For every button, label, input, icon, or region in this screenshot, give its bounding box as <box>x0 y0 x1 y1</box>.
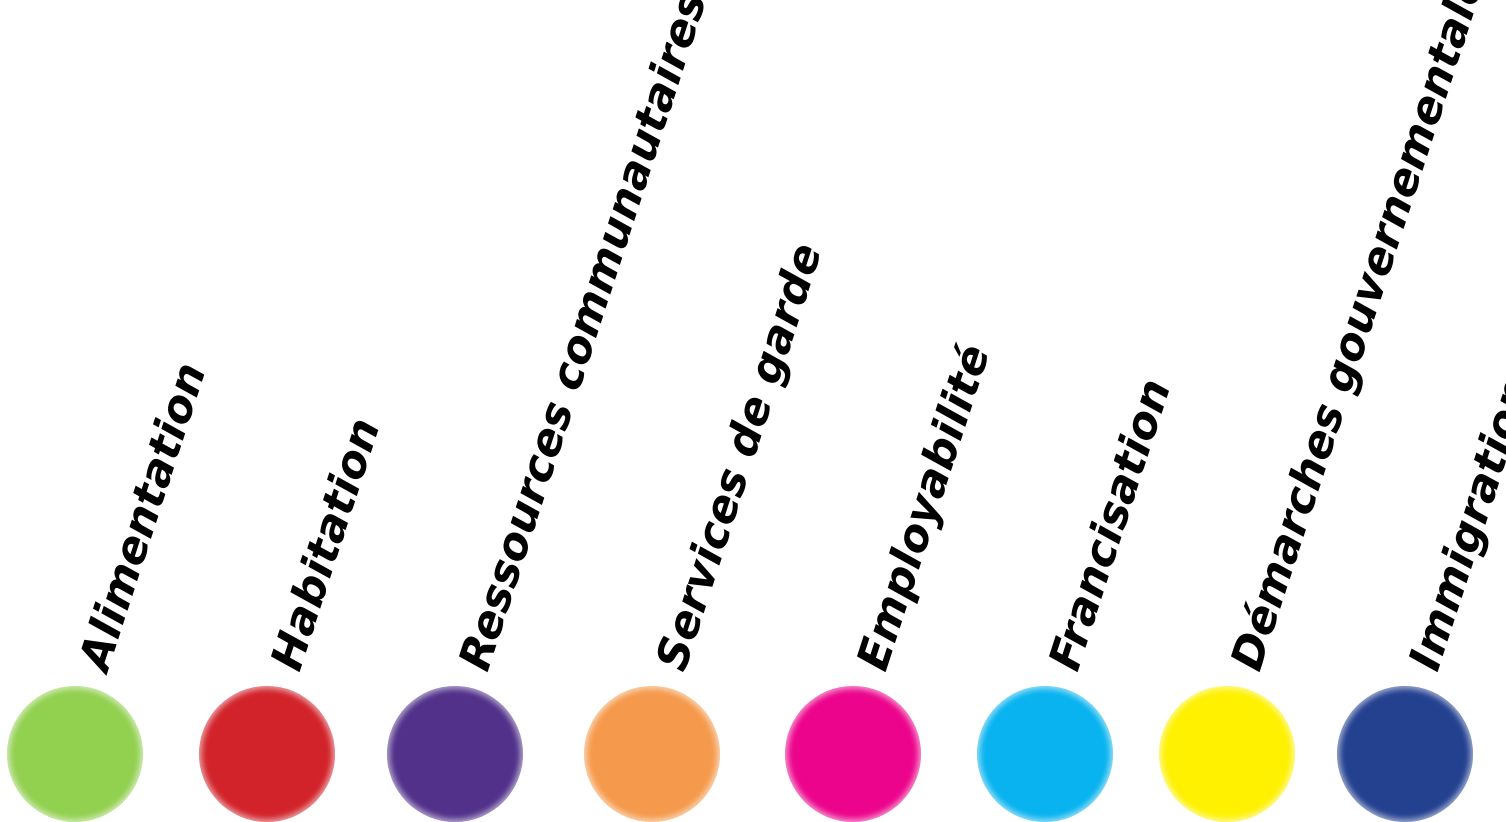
category-habitation: Habitation <box>199 0 391 822</box>
category-employabilite: Employabilité <box>785 0 1000 822</box>
category-alimentation: Alimentation <box>7 0 216 822</box>
category-services-de-garde: Services de garde <box>584 0 832 822</box>
category-label: Alimentation <box>69 356 217 677</box>
category-color-dot <box>785 686 921 822</box>
category-color-dot <box>387 686 523 822</box>
category-color-dot <box>584 686 720 822</box>
category-francisation: Francisation <box>977 0 1181 822</box>
category-demarches-gouvernementales: Démarches gouvernementales <box>1159 0 1503 822</box>
category-color-dot <box>977 686 1113 822</box>
category-color-dot <box>1159 686 1295 822</box>
category-label: Habitation <box>261 412 391 677</box>
category-color-dot <box>199 686 335 822</box>
category-color-dot <box>1337 686 1473 822</box>
category-immigration: Immigration <box>1337 0 1506 822</box>
category-color-dot <box>7 686 143 822</box>
category-label: Immigration <box>1399 371 1506 677</box>
category-label: Employabilité <box>847 338 1001 677</box>
category-ressources-communautaires: Ressources communautaires <box>387 0 717 822</box>
